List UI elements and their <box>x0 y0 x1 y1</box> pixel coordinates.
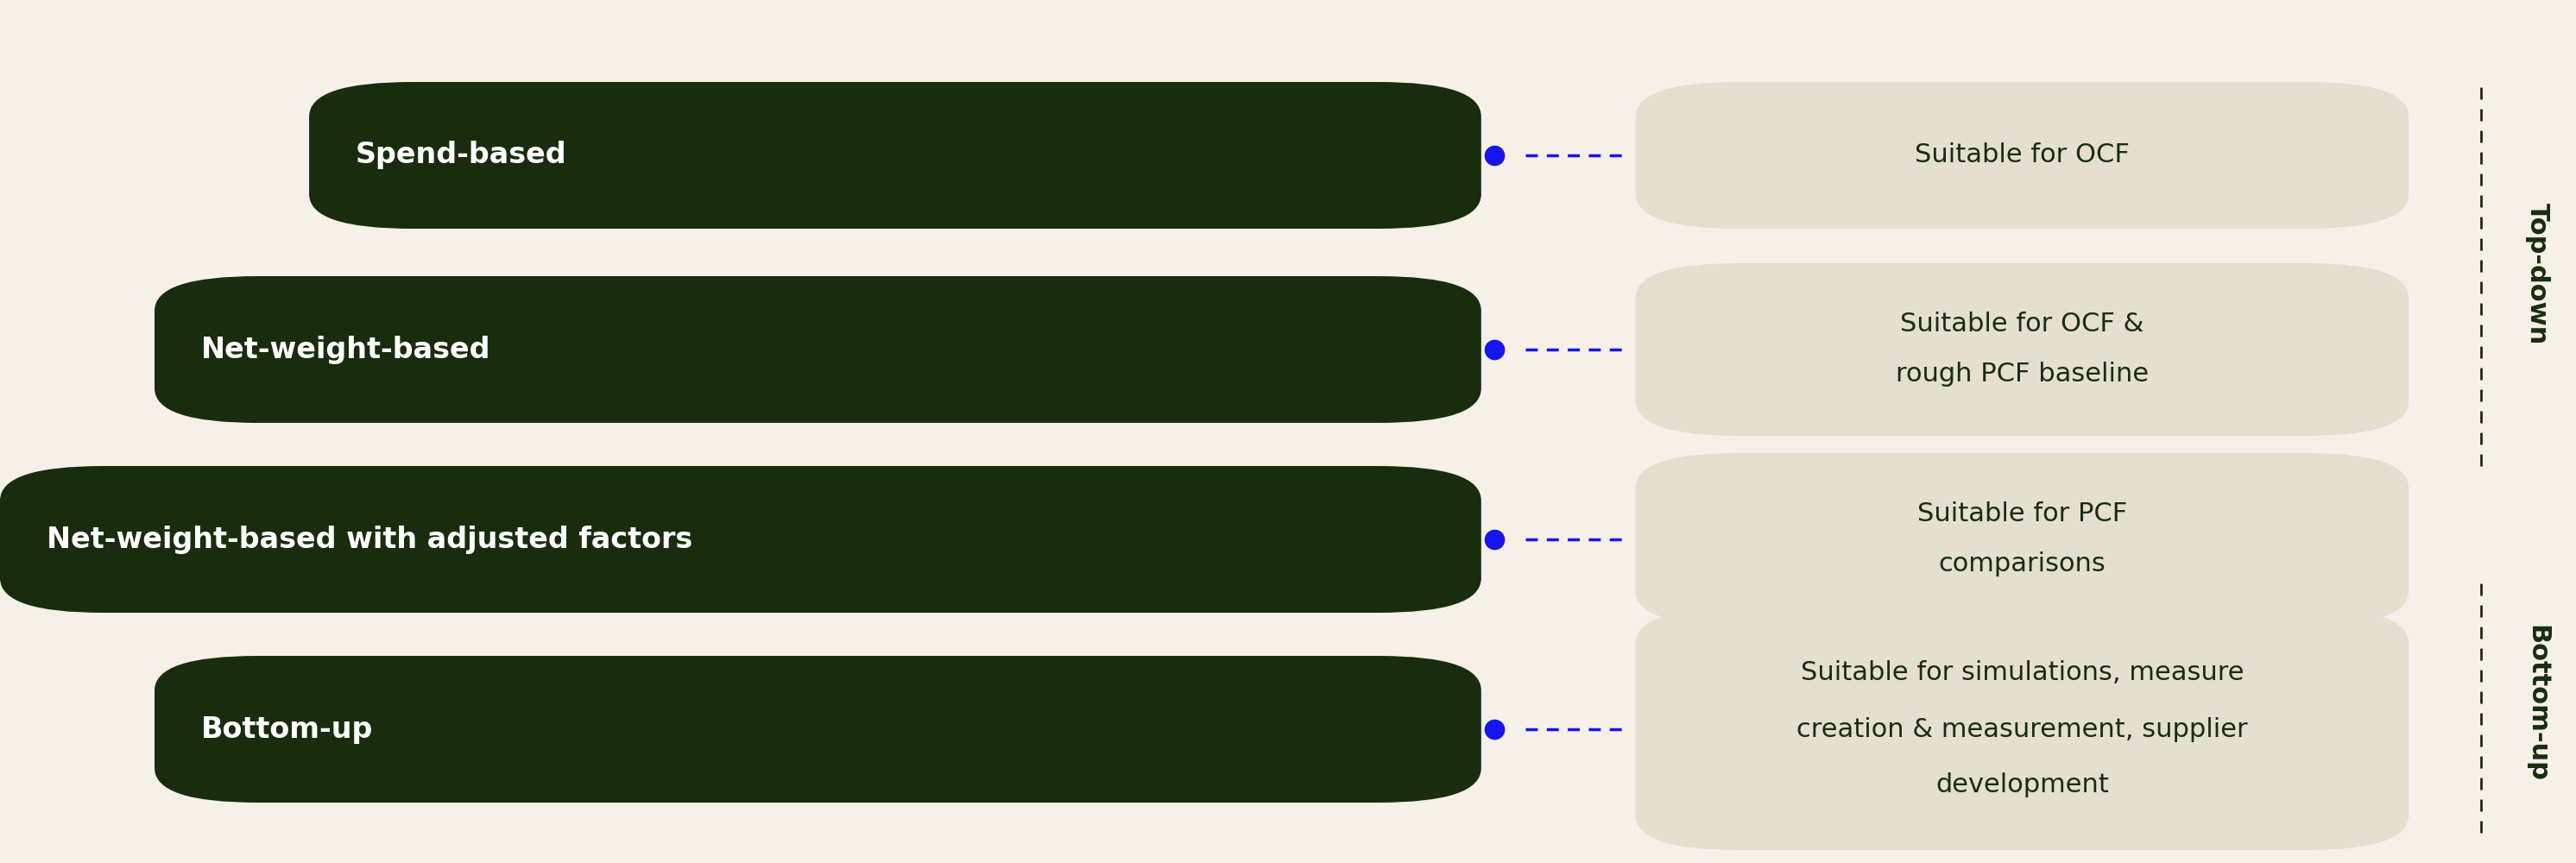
Text: Suitable for simulations, measure: Suitable for simulations, measure <box>1801 661 2244 685</box>
FancyBboxPatch shape <box>1636 263 2409 436</box>
FancyBboxPatch shape <box>1636 82 2409 229</box>
Text: Spend-based: Spend-based <box>355 141 567 169</box>
FancyBboxPatch shape <box>1636 453 2409 626</box>
FancyBboxPatch shape <box>155 276 1481 423</box>
FancyBboxPatch shape <box>1636 608 2409 850</box>
Text: Suitable for PCF: Suitable for PCF <box>1917 502 2128 526</box>
Text: Bottom-up: Bottom-up <box>201 715 374 743</box>
Text: Suitable for OCF: Suitable for OCF <box>1914 142 2130 167</box>
Text: comparisons: comparisons <box>1940 552 2105 576</box>
Text: creation & measurement, supplier: creation & measurement, supplier <box>1795 716 2249 741</box>
Text: development: development <box>1935 773 2110 797</box>
Text: rough PCF baseline: rough PCF baseline <box>1896 362 2148 387</box>
FancyBboxPatch shape <box>155 656 1481 803</box>
Text: Top-down: Top-down <box>2524 203 2550 345</box>
FancyBboxPatch shape <box>0 466 1481 613</box>
Text: Net-weight-based: Net-weight-based <box>201 335 489 364</box>
Text: Suitable for OCF &: Suitable for OCF & <box>1901 312 2143 337</box>
Text: Net-weight-based with adjusted factors: Net-weight-based with adjusted factors <box>46 525 693 554</box>
FancyBboxPatch shape <box>309 82 1481 229</box>
Text: Bottom-up: Bottom-up <box>2524 625 2550 782</box>
